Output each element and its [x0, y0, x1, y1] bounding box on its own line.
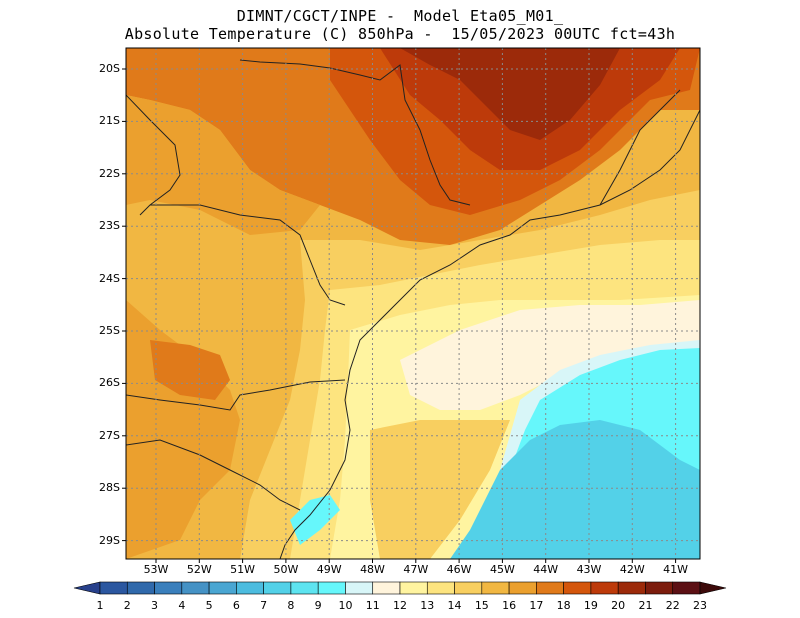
axis-ticks — [122, 68, 677, 563]
chart-title-line2: Absolute Temperature (C) 850hPa - 15/05/… — [124, 25, 676, 43]
contour-band-orange-west — [126, 95, 320, 235]
colorbar-tick-label: 20 — [611, 599, 626, 612]
colorbar-swatch — [126, 581, 155, 595]
colorbar-tick-label: 1 — [96, 599, 104, 612]
colorbar-arrow-low — [73, 581, 101, 595]
colorbar-tick-label: 19 — [583, 599, 598, 612]
lat-label: 20S — [99, 62, 120, 75]
lat-label: 21S — [99, 114, 120, 128]
state-border-pr-sc — [126, 379, 346, 411]
state-border-sc-rs — [126, 439, 301, 511]
colorbar-swatch — [590, 581, 619, 595]
contour-band-teal-strip — [290, 495, 340, 545]
lat-label: 29S — [99, 533, 120, 547]
lat-label: 25S — [99, 324, 120, 337]
contour-band-warm-max — [400, 48, 620, 140]
state-border-pr-sp — [150, 204, 346, 306]
lon-label: 45W — [489, 563, 515, 576]
colorbar-swatch — [372, 581, 401, 595]
lon-label: 44W — [533, 563, 559, 576]
colorbar-swatch — [563, 581, 592, 595]
colorbar-arrow-high — [699, 581, 727, 595]
colorbar-tick-label: 13 — [420, 599, 435, 612]
lon-label: 41W — [663, 563, 689, 576]
lon-label: 52W — [186, 563, 212, 576]
chart-title-line1: DIMNT/CGCT/INPE - Model Eta05_M01_ — [236, 7, 564, 25]
colorbar-swatch — [208, 581, 237, 595]
colorbar-tick-label: 21 — [638, 599, 653, 612]
contour-band-orange-central — [150, 340, 230, 400]
colorbar-tick-label: 6 — [232, 599, 240, 612]
colorbar-swatch — [426, 581, 455, 595]
contour-band-gold-stripe — [370, 420, 510, 559]
lon-label: 51W — [230, 563, 256, 576]
colorbar-tick-label: 5 — [205, 599, 213, 612]
colorbar-swatch — [290, 581, 319, 595]
colorbar-tick-label: 22 — [665, 599, 680, 612]
colorbar-swatch — [645, 581, 674, 595]
colorbar-swatch — [263, 581, 292, 595]
colorbar-tick-label: 17 — [529, 599, 544, 612]
lat-label: 23S — [99, 219, 120, 233]
colorbar-swatch — [181, 581, 210, 595]
colorbar-tick-label: 23 — [693, 599, 707, 612]
lon-label: 49W — [316, 563, 342, 576]
colorbar-swatch — [536, 581, 564, 595]
colorbar-tick-label: 10 — [338, 599, 353, 612]
colorbar-tick-label: 2 — [123, 599, 131, 612]
colorbar-swatch — [154, 581, 183, 595]
lat-label: 27S — [99, 428, 120, 442]
lon-label: 42W — [619, 563, 645, 576]
colorbar-swatch — [672, 581, 701, 595]
colorbar-swatch — [345, 581, 374, 595]
colorbar-swatch — [454, 581, 483, 595]
lat-lon-grid — [126, 48, 700, 559]
contour-band-cream — [400, 300, 700, 410]
lon-label: 48W — [360, 563, 385, 576]
lat-label: 22S — [99, 166, 120, 180]
lat-label: 24S — [99, 271, 120, 285]
colorbar-tick-label: 16 — [502, 599, 517, 612]
colorbar-swatch — [481, 581, 510, 595]
colorbar-tick-label: 18 — [556, 599, 571, 612]
colorbar-tick-label: 11 — [365, 599, 380, 612]
colorbar-swatch — [317, 581, 346, 595]
colorbar-tick-label: 15 — [474, 599, 489, 612]
lat-label: 26S — [99, 376, 120, 390]
lon-label: 43W — [576, 563, 602, 576]
contour-band-teal — [450, 420, 700, 559]
state-border-rj — [599, 89, 681, 206]
colorbar-swatch — [508, 581, 537, 595]
map-frame — [125, 47, 701, 560]
coastline — [279, 109, 700, 559]
colorbar-tick-label: 9 — [314, 599, 322, 612]
state-border-mg-sp — [239, 59, 471, 206]
lon-label: 46W — [446, 563, 472, 576]
colorbar-swatch — [236, 581, 264, 595]
colorbar-tick-label: 12 — [393, 599, 407, 612]
lon-label: 53W — [143, 563, 169, 576]
colorbar-tick-label: 8 — [287, 599, 295, 612]
colorbar-swatch — [399, 581, 428, 595]
colorbar-swatch — [617, 581, 646, 595]
colorbar-tick-label: 4 — [178, 599, 186, 612]
lat-label: 28S — [99, 481, 120, 495]
borders — [126, 59, 700, 559]
colorbar-tick-label: 14 — [447, 599, 462, 612]
colorbar-tick-label: 3 — [151, 599, 159, 612]
lon-label: 50W — [273, 563, 299, 576]
lon-label: 47W — [403, 563, 429, 576]
colorbar-tick-label: 7 — [260, 599, 268, 612]
colorbar-swatch — [99, 581, 128, 595]
